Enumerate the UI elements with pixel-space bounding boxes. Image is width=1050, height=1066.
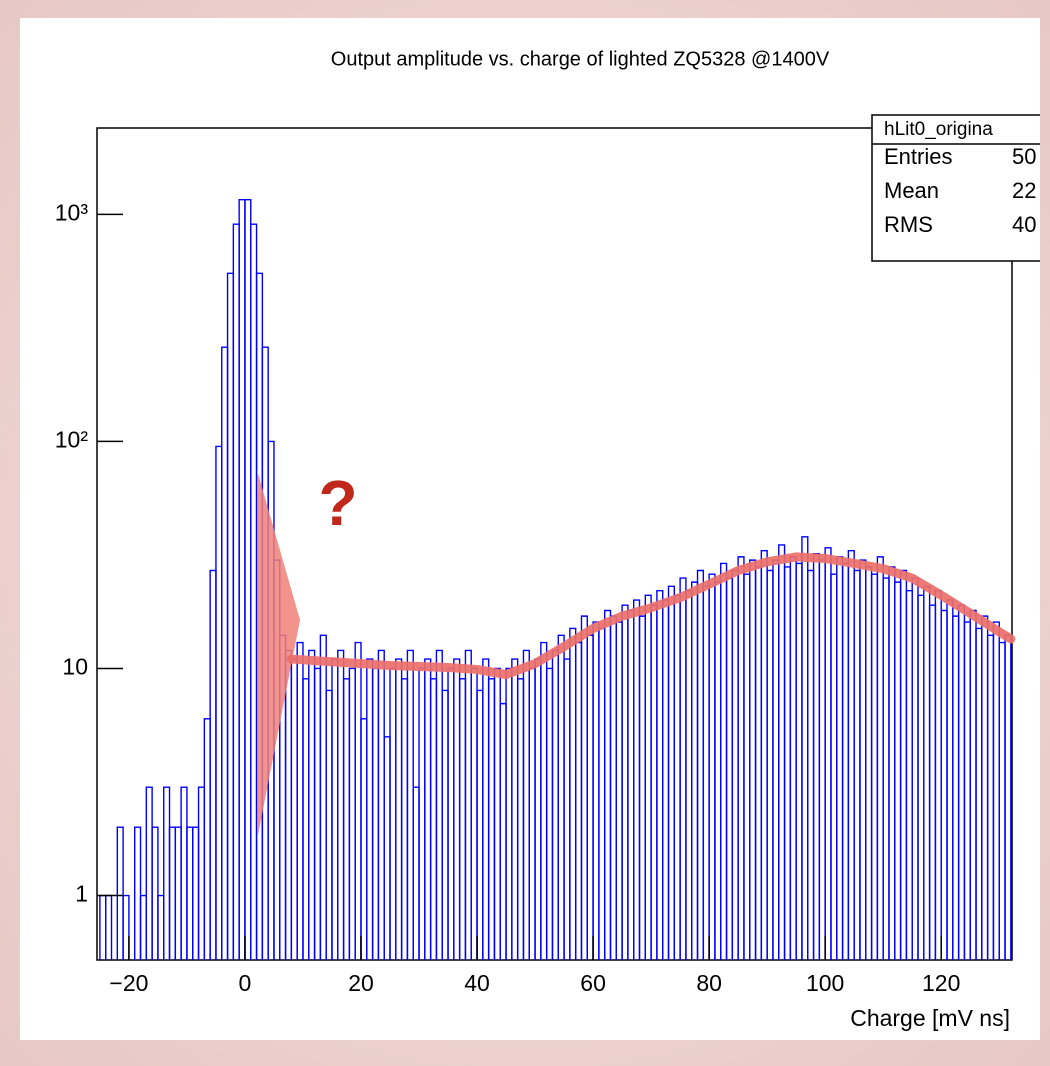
y-tick-label: 10³ [55,199,89,225]
arrow-annotation [257,470,300,840]
x-tick-label: 40 [464,970,490,996]
stats-label: Entries [884,144,952,169]
x-tick-label: −20 [109,970,148,996]
y-tick-label: 10² [55,426,89,452]
y-tick-label: 1 [75,881,88,907]
stats-frame [871,114,1040,262]
chart-title: Output amplitude vs. charge of lighted Z… [331,48,830,70]
fit-group [286,552,1016,680]
stats-title: hLit0_origina [884,119,993,140]
stats-box: hLit0_origina Entries 50 Mean 22 RMS 40 [871,114,1040,262]
x-tick-label: 120 [922,970,960,996]
fit-curve [286,552,1016,680]
x-tick-label: 0 [239,970,252,996]
y-tick-label: 10 [62,654,88,680]
stats-value: 22 [1012,178,1036,203]
x-tick-label: 20 [348,970,374,996]
plot-frame [96,127,1013,961]
stats-value: 40 [1012,212,1036,237]
stats-label: Mean [884,178,939,203]
panel [20,18,1040,1040]
x-axis-label: Charge [mV ns] [850,1005,1010,1031]
axes: −20 0 20 40 60 80 100 120 1 10 10² 10³ [55,199,961,996]
x-tick-label: 100 [806,970,844,996]
stats-value: 50 [1012,144,1036,169]
x-tick-label: 60 [580,970,606,996]
x-tick-label: 80 [696,970,722,996]
annotation: ? [318,467,357,539]
stats-label: RMS [884,212,933,237]
